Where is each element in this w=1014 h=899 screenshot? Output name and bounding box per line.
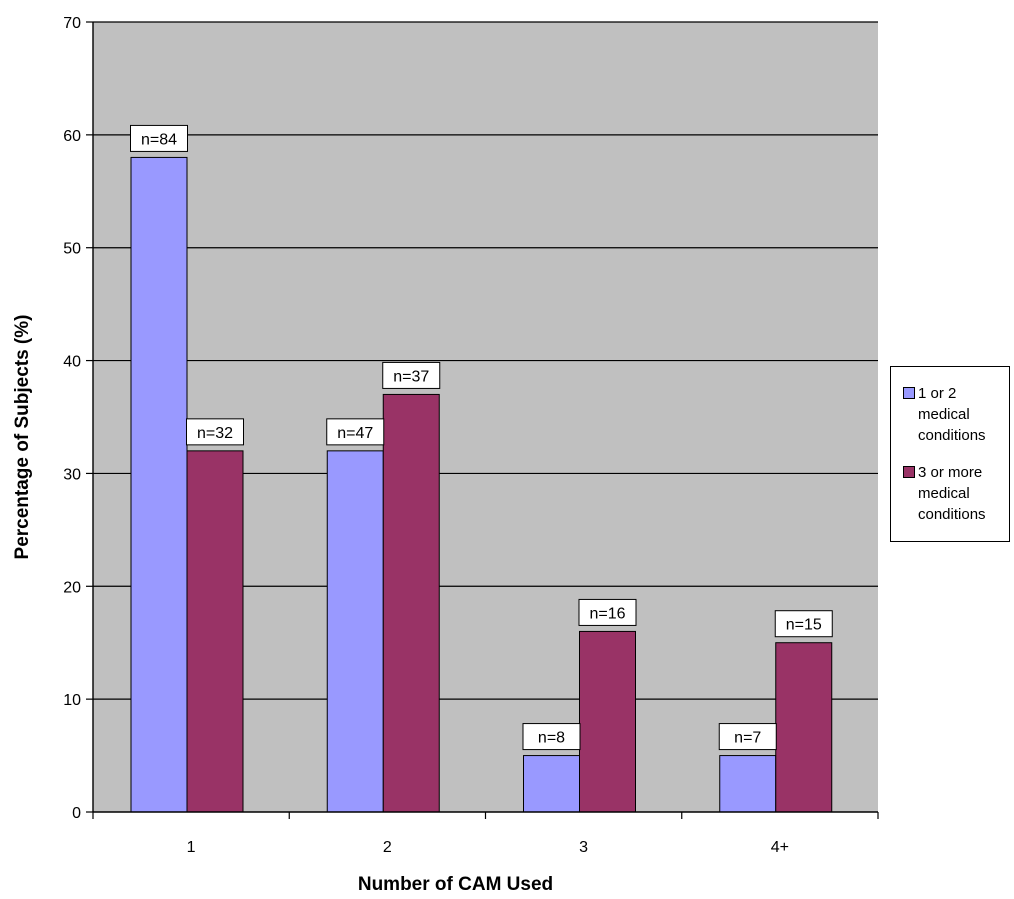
- bar-series-1-cat-4: [719, 755, 777, 813]
- data-label-box: [718, 723, 777, 751]
- legend: 1 or 2 medical conditions 3 or more medi…: [890, 366, 1010, 542]
- data-label: n=84: [130, 124, 188, 152]
- data-label-box: [326, 418, 385, 446]
- y-tick-label: 0: [72, 805, 81, 822]
- data-label-text: n=16: [589, 605, 625, 622]
- data-label-box: [186, 418, 244, 446]
- y-tick-label: 10: [63, 692, 81, 709]
- bar-series-1-cat-3: [523, 755, 580, 813]
- y-tick-label: 50: [63, 241, 81, 258]
- bar-series-2-cat-2: [382, 393, 440, 813]
- legend-label-series-2: 3 or more medical conditions: [918, 464, 986, 523]
- legend-label-series-1: 1 or 2 medical conditions: [918, 385, 986, 444]
- bars: [130, 156, 833, 813]
- x-tick-label: 3: [579, 839, 588, 856]
- bar-series-2-cat-1: [186, 450, 244, 813]
- data-label: n=32: [186, 418, 244, 446]
- y-tick-label: 40: [63, 354, 81, 371]
- y-tick-label: 20: [63, 579, 81, 596]
- data-label: n=47: [326, 418, 385, 446]
- bar-series-1-cat-1: [130, 156, 188, 813]
- x-tick-label: 1: [187, 839, 196, 856]
- x-tick-label: 4+: [771, 839, 789, 856]
- data-label: n=7: [718, 723, 777, 751]
- data-label: n=15: [774, 610, 833, 638]
- data-label-box: [382, 361, 441, 389]
- data-label-text: n=84: [141, 131, 177, 148]
- data-label: n=37: [382, 361, 441, 389]
- y-tick-label: 60: [63, 128, 81, 145]
- y-tick-label: 70: [63, 15, 81, 32]
- data-label-box: [774, 610, 833, 638]
- y-axis-title: Percentage of Subjects (%): [12, 315, 33, 560]
- data-label: n=16: [578, 598, 637, 626]
- data-label-text: n=37: [393, 368, 429, 385]
- data-label-box: [522, 723, 581, 751]
- legend-swatch-series-1: [903, 387, 915, 399]
- bar-series-1-cat-2: [326, 450, 384, 813]
- data-labels: n=84 n=47 n=8 n=7 n=32 n=37 n=16 n=15: [130, 124, 833, 751]
- axes: 0 10 20 30 40 50 60 70 1 2 3 4+: [63, 15, 879, 856]
- x-axis-title: Number of CAM Used: [358, 874, 553, 894]
- data-label-text: n=47: [337, 425, 373, 442]
- data-label-text: n=32: [197, 425, 233, 442]
- data-label-box: [578, 598, 637, 626]
- bar-series-2-cat-3: [579, 630, 636, 813]
- legend-item-series-1: 1 or 2 medical conditions: [903, 383, 1005, 446]
- data-label-text: n=7: [734, 730, 761, 747]
- x-tick-label: 2: [383, 839, 392, 856]
- y-tick-label: 30: [63, 466, 81, 483]
- bar-series-2-cat-4: [775, 642, 833, 813]
- data-label: n=8: [522, 723, 581, 751]
- legend-item-series-2: 3 or more medical conditions: [903, 462, 1005, 525]
- data-label-text: n=15: [786, 617, 822, 634]
- legend-swatch-series-2: [903, 466, 915, 478]
- data-label-box: [130, 124, 188, 152]
- data-label-text: n=8: [538, 730, 565, 747]
